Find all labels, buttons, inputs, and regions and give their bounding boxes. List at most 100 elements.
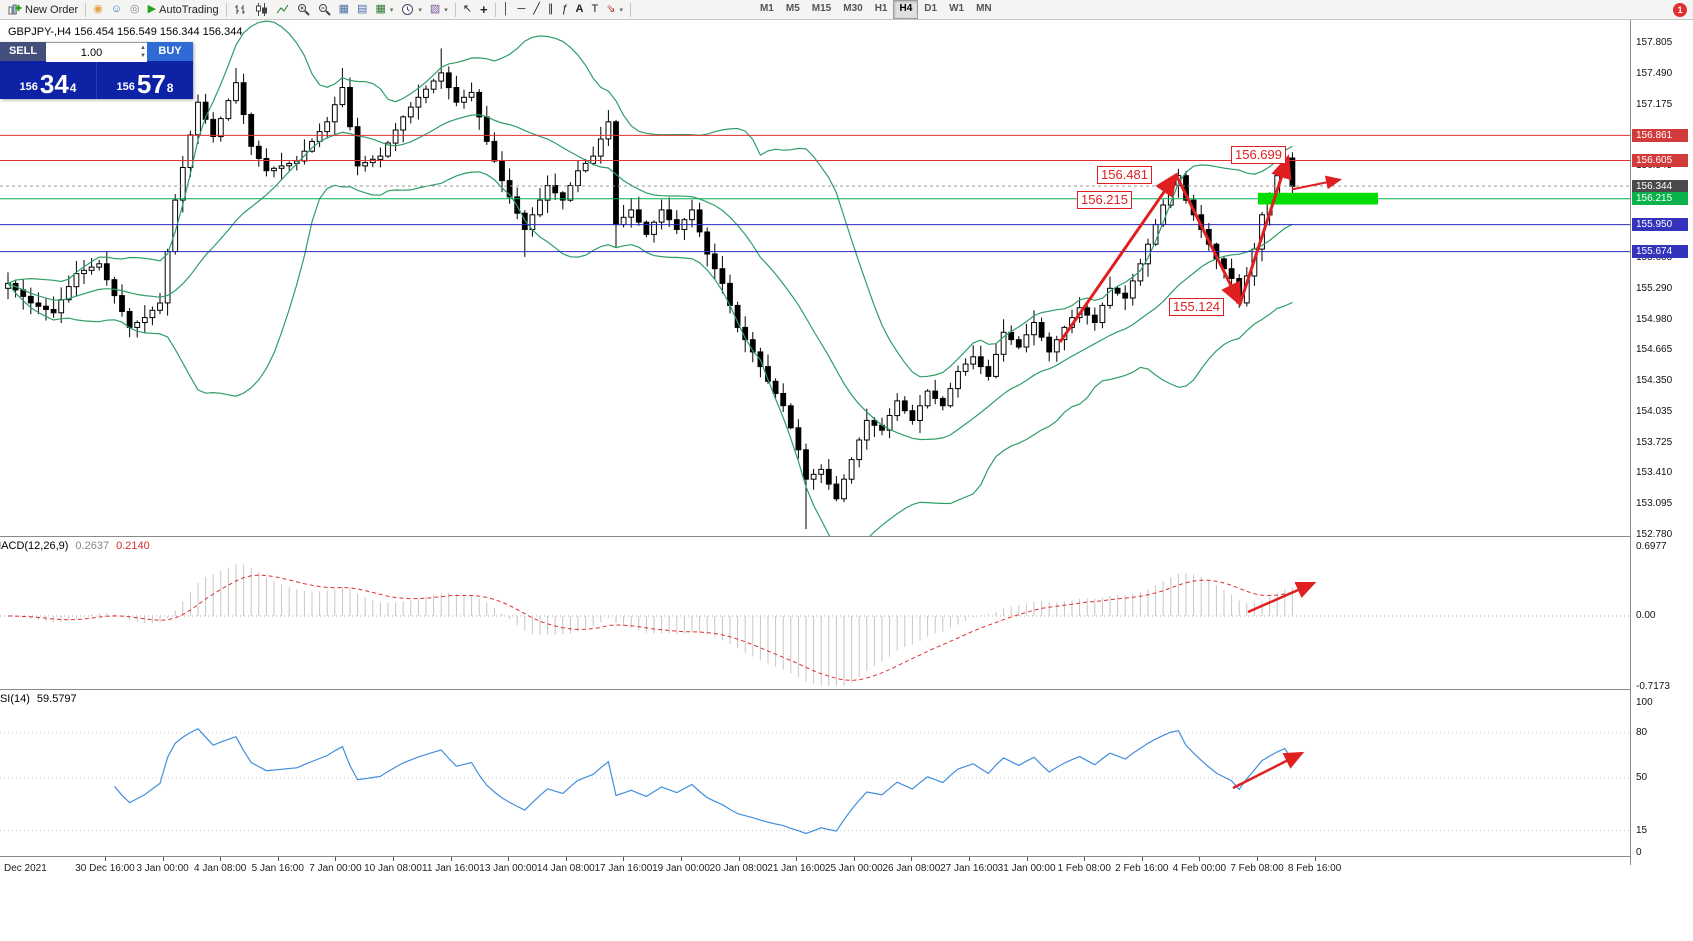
time-label: 4 Jan 08:00 xyxy=(194,863,247,874)
time-label: 4 Feb 00:00 xyxy=(1172,863,1227,874)
price-callout: 156.215 xyxy=(1077,191,1132,209)
text-label-button[interactable]: T xyxy=(588,1,603,19)
notification-badge[interactable]: 1 xyxy=(1673,2,1687,17)
time-label: Dec 2021 xyxy=(4,863,47,874)
crosshair-button[interactable]: + xyxy=(476,1,492,19)
text-button[interactable]: A xyxy=(572,1,588,19)
price-scale-label: 80 xyxy=(1636,727,1648,738)
timeframe-d1-button[interactable]: D1 xyxy=(924,3,938,14)
bar-chart-button[interactable] xyxy=(230,1,251,19)
time-label: 21 Jan 16:00 xyxy=(767,863,826,874)
line-chart-icon xyxy=(276,4,289,14)
sell-button[interactable]: SELL xyxy=(0,42,46,61)
time-tick xyxy=(162,857,164,861)
time-label: 8 Feb 16:00 xyxy=(1287,863,1342,874)
trendline-button[interactable]: ╱ xyxy=(529,1,544,19)
timeframe-m5-button[interactable]: M5 xyxy=(785,3,800,14)
buy-price-prefix: 156 xyxy=(116,81,135,93)
time-label: 3 Jan 00:00 xyxy=(136,863,189,874)
macd-label-row: MACD(12,26,9) 0.2637 0.2140 xyxy=(0,540,150,552)
mql5-community-button[interactable]: ◉ xyxy=(89,1,107,19)
new-chart-button[interactable]: ▦ ▾ xyxy=(371,1,397,19)
autotrading-button[interactable]: ▶ AutoTrading xyxy=(144,1,223,19)
buy-button[interactable]: BUY xyxy=(147,42,193,61)
price-scale-label: 154.980 xyxy=(1636,313,1673,325)
macd-panel: MACD(12,26,9) 0.2637 0.2140 xyxy=(0,537,1630,690)
dropdown-caret-icon: ▾ xyxy=(444,6,448,14)
price-scale-label: 157.175 xyxy=(1636,98,1673,110)
fibonacci-button[interactable]: ƒ xyxy=(557,1,571,19)
time-axis[interactable]: Dec 2021 30 Dec 16:00 3 Jan 00:00 4 Jan 08:… xyxy=(0,857,1630,879)
timeframe-m15-button[interactable]: M15 xyxy=(811,3,832,14)
price-callout: 156.699 xyxy=(1231,146,1286,164)
price-scale-label: 154.035 xyxy=(1636,406,1673,418)
zoom-out-button[interactable] xyxy=(314,1,335,19)
price-badge: 156.605 xyxy=(1632,154,1688,167)
price-badge: 156.344 xyxy=(1632,179,1688,193)
time-tick xyxy=(681,857,682,861)
horizontal-line-icon: ─ xyxy=(517,3,526,15)
price-axis[interactable]: 157.805157.490157.175156.545155.605155.2… xyxy=(1630,20,1693,865)
price-scale-label: 50 xyxy=(1636,772,1648,783)
tile-windows-button[interactable]: ▦ xyxy=(335,1,353,19)
line-chart-button[interactable] xyxy=(272,1,293,19)
arrows-button[interactable]: ⇘ ▾ xyxy=(602,1,627,19)
vertical-line-button[interactable]: │ xyxy=(499,1,514,19)
timeframe-m1-button[interactable]: M1 xyxy=(759,3,774,14)
text-icon: A xyxy=(575,3,584,15)
cursor-icon: ↖ xyxy=(462,3,473,15)
profile-button[interactable]: ☺ xyxy=(107,1,126,19)
time-label: 19 Jan 00:00 xyxy=(652,863,710,874)
toolbar: New Order ◉ ☺ ◎ ▶ AutoTrading ▦ ▤ ▦ ▾ ▾ ▧… xyxy=(0,0,1693,20)
volume-decrease-button[interactable]: ▼ xyxy=(140,53,146,59)
price-scale-label: 0.00 xyxy=(1636,610,1656,621)
timeframe-m30-button[interactable]: M30 xyxy=(843,3,863,14)
zoom-out-icon xyxy=(318,4,331,16)
time-tick xyxy=(508,857,510,861)
price-scale-label: 0 xyxy=(1636,847,1642,858)
buy-price-display: 156 57 8 xyxy=(97,61,193,99)
new-chart-icon: ▦ xyxy=(375,3,386,15)
zoom-in-button[interactable] xyxy=(293,1,314,19)
new-order-icon xyxy=(8,4,22,14)
cursor-button[interactable]: ↖ xyxy=(459,1,476,19)
sell-price-prefix: 156 xyxy=(19,81,38,93)
volume-field: ▲▼ xyxy=(46,42,147,62)
time-label: 11 Jan 16:00 xyxy=(422,863,480,874)
megaphone-icon: ◉ xyxy=(93,3,103,15)
news-button[interactable]: ◎ xyxy=(126,1,144,19)
time-tick xyxy=(220,857,222,861)
time-tick xyxy=(1314,857,1316,861)
dropdown-caret-icon: ▾ xyxy=(418,6,422,14)
time-tick xyxy=(623,857,625,861)
time-tick xyxy=(335,857,337,861)
timeframe-w1-button[interactable]: W1 xyxy=(949,3,965,14)
templates-button[interactable]: ▧ ▾ xyxy=(426,1,452,19)
new-order-button[interactable]: New Order xyxy=(4,1,82,19)
timeframe-h4-button[interactable]: H4 xyxy=(893,0,919,19)
period-button[interactable]: ▾ xyxy=(397,1,426,19)
main-chart-panel: GBPJPY-,H4 156.454 156.549 156.344 156.3… xyxy=(0,20,1630,537)
volume-increase-button[interactable]: ▲ xyxy=(140,45,146,51)
macd-canvas[interactable] xyxy=(0,537,1630,689)
main-chart-canvas[interactable] xyxy=(0,20,1630,536)
price-scale-label: 157.490 xyxy=(1636,67,1673,79)
timeframe-h1-button[interactable]: H1 xyxy=(874,3,888,14)
horizontal-line-button[interactable]: ─ xyxy=(514,1,530,19)
volume-input[interactable] xyxy=(46,44,147,62)
price-scale-label: -0.7173 xyxy=(1636,681,1670,692)
rsi-canvas[interactable] xyxy=(0,690,1630,856)
price-scale-label: 15 xyxy=(1636,824,1648,836)
macd-label: MACD(12,26,9) xyxy=(0,540,69,552)
timeframe-mn-button[interactable]: MN xyxy=(976,3,992,14)
time-label: 27 Jan 16:00 xyxy=(940,863,998,874)
timeframe-toolbar: M1 M5 M15 M30 H1 H4 D1 W1 MN xyxy=(754,0,998,19)
cascade-windows-button[interactable]: ▤ xyxy=(353,1,371,19)
candlestick-chart-button[interactable] xyxy=(251,1,272,19)
time-label: 17 Jan 16:00 xyxy=(594,863,653,874)
channel-button[interactable]: ∥ xyxy=(544,1,558,19)
toolbar-separator xyxy=(629,2,631,17)
autotrading-label: AutoTrading xyxy=(159,3,219,16)
rsi-value: 59.5797 xyxy=(36,693,77,705)
time-tick xyxy=(853,857,855,861)
